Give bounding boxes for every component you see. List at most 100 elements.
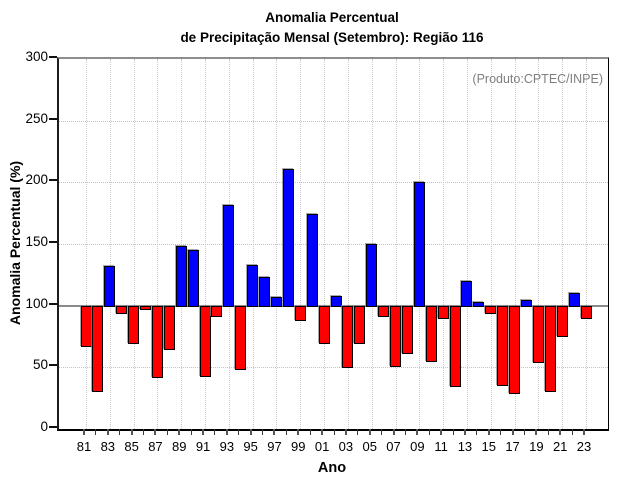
bar-1994 <box>235 305 247 370</box>
v-gridline-2015 <box>490 59 492 429</box>
bar-2004 <box>354 305 366 344</box>
bar-1989 <box>175 246 187 307</box>
bar-2009 <box>413 182 425 307</box>
x-tick-label-2017: 17 <box>505 439 520 454</box>
y-tick-100 <box>49 302 57 305</box>
bar-1996 <box>259 277 271 307</box>
x-tick-label-1981: 81 <box>76 439 92 454</box>
bar-2006 <box>378 305 390 317</box>
bar-1982 <box>92 305 104 392</box>
v-gridline-2007 <box>395 59 397 429</box>
bar-2003 <box>342 305 354 369</box>
y-tick-label-250: 250 <box>25 110 48 126</box>
x-tick-label-2015: 15 <box>481 439 496 454</box>
bar-2008 <box>401 305 413 354</box>
x-tick-2013 <box>463 429 466 435</box>
v-gridline-1983 <box>109 59 111 429</box>
bar-2011 <box>437 305 449 319</box>
y-tick-label-50: 50 <box>32 357 48 373</box>
v-gridline-2003 <box>347 59 349 429</box>
v-gridline-2001 <box>324 59 326 429</box>
h-gridline-250 <box>59 120 608 122</box>
bar-2018 <box>520 299 532 307</box>
bar-1983 <box>104 266 116 307</box>
x-tick-2010 <box>428 429 430 435</box>
bar-1999 <box>294 305 306 322</box>
x-tick-2018 <box>523 429 525 435</box>
x-tick-2014 <box>476 429 478 435</box>
v-gridline-1985 <box>133 59 135 429</box>
x-tick-2000 <box>309 429 311 435</box>
bar-2007 <box>390 305 402 368</box>
x-tick-1987 <box>154 429 157 435</box>
x-tick-1998 <box>285 429 287 435</box>
y-tick-200 <box>49 179 57 182</box>
x-tick-label-1995: 95 <box>243 439 258 454</box>
x-tick-2007 <box>392 429 395 435</box>
y-tick-label-300: 300 <box>25 49 48 64</box>
y-tick-50 <box>49 364 57 367</box>
x-tick-label-2009: 09 <box>410 439 425 454</box>
x-tick-1991 <box>202 429 205 435</box>
bar-1985 <box>128 305 140 344</box>
bar-2022 <box>568 293 580 307</box>
v-gridline-1999 <box>300 59 302 429</box>
y-tick-label-0: 0 <box>40 419 48 434</box>
x-tick-1981 <box>83 429 85 435</box>
y-tick-label-150: 150 <box>25 234 48 249</box>
v-gridline-2021 <box>562 59 564 429</box>
v-gridline-2011 <box>443 59 445 429</box>
x-tick-2023 <box>583 429 585 435</box>
x-tick-label-2013: 13 <box>457 439 473 454</box>
x-tick-1983 <box>106 429 109 435</box>
x-tick-label-1991: 91 <box>195 439 211 454</box>
chart-title-line1: Anomalia Percentual <box>265 10 399 25</box>
x-tick-2011 <box>440 429 443 435</box>
bar-2020 <box>544 305 556 392</box>
chart-title-line2: de Precipitação Mensal (Setembro): Regiã… <box>180 30 484 45</box>
v-gridline-1991 <box>205 59 207 429</box>
bar-1984 <box>116 305 128 315</box>
plot-area: (Produto:CPTEC/INPE) <box>57 57 609 431</box>
v-gridline-2013 <box>466 59 468 429</box>
x-tick-2005 <box>368 429 371 435</box>
x-tick-1999 <box>297 429 300 435</box>
x-tick-2009 <box>416 429 419 435</box>
bar-1986 <box>140 305 152 311</box>
x-tick-2004 <box>357 429 359 435</box>
x-tick-label-1997: 97 <box>267 439 282 454</box>
x-tick-1996 <box>262 429 264 435</box>
x-tick-1985 <box>130 429 133 435</box>
x-tick-label-2021: 21 <box>552 439 568 454</box>
x-tick-2002 <box>333 429 335 435</box>
bar-1995 <box>247 264 259 307</box>
x-tick-2017 <box>511 429 514 435</box>
bar-2013 <box>461 281 473 307</box>
x-tick-1989 <box>178 429 181 435</box>
x-tick-label-2003: 03 <box>338 439 354 454</box>
x-tick-1994 <box>238 429 240 435</box>
bar-2002 <box>330 295 342 307</box>
bar-2005 <box>366 244 378 307</box>
bar-1993 <box>223 204 235 307</box>
bar-2017 <box>509 305 521 395</box>
v-gridline-2019 <box>538 59 540 429</box>
bar-1987 <box>151 305 163 379</box>
bar-2001 <box>318 305 330 344</box>
x-tick-1988 <box>166 429 168 435</box>
bar-2000 <box>306 214 318 307</box>
bar-2023 <box>580 305 592 319</box>
bar-2014 <box>473 301 485 307</box>
x-tick-1984 <box>119 429 121 435</box>
x-tick-2003 <box>344 429 347 435</box>
x-tick-1995 <box>249 429 252 435</box>
bar-2010 <box>425 305 437 363</box>
x-tick-label-2023: 23 <box>576 439 592 454</box>
bar-2019 <box>532 305 544 364</box>
x-tick-label-1993: 93 <box>219 439 235 454</box>
x-tick-2016 <box>500 429 502 435</box>
bar-2012 <box>449 305 461 387</box>
x-tick-2006 <box>381 429 383 435</box>
x-tick-label-2011: 11 <box>434 439 448 454</box>
x-tick-label-1999: 99 <box>291 439 306 454</box>
